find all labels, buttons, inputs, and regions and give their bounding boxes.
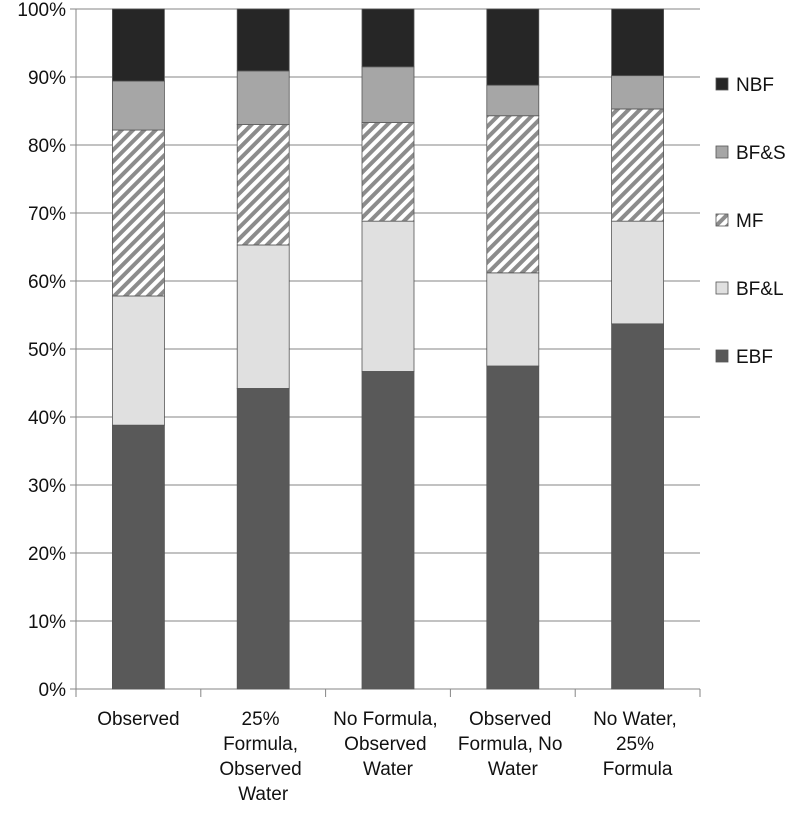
y-tick-label: 10% — [28, 612, 66, 633]
bar-segment — [611, 108, 664, 222]
y-tick-label: 40% — [28, 408, 66, 429]
bar-segment — [112, 129, 165, 297]
bar-segment — [486, 365, 540, 690]
x-tick-label: No Formula, Observed Water — [333, 709, 443, 780]
y-tick-label: 100% — [17, 0, 66, 21]
y-tick-label: 90% — [28, 68, 66, 89]
bar-segment — [112, 295, 165, 426]
bar-segment — [486, 84, 540, 117]
bar-segment — [236, 124, 290, 246]
y-tick-label: 0% — [39, 680, 67, 701]
legend-swatch — [715, 349, 729, 363]
bar-segment — [361, 122, 415, 222]
bar-segment — [361, 8, 415, 68]
y-tick-label: 30% — [28, 476, 66, 497]
bar-segment — [486, 115, 540, 274]
y-tick-label: 50% — [28, 340, 66, 361]
y-tick-label: 20% — [28, 544, 66, 565]
legend-label: NBF — [736, 75, 774, 96]
bar-segment — [236, 8, 290, 72]
x-tick-label: 25% Formula, Observed Water — [219, 709, 307, 805]
legend-swatch — [715, 213, 729, 227]
bar-segment — [236, 70, 290, 125]
legend-swatch — [715, 281, 729, 295]
bar-segment — [361, 66, 415, 123]
bar-segment — [112, 8, 165, 82]
y-tick-label: 70% — [28, 204, 66, 225]
bar-segment — [112, 424, 165, 690]
bar-segment — [611, 220, 664, 325]
bar-segment — [486, 272, 540, 367]
bar-segment — [361, 220, 415, 372]
legend-label: BF&S — [736, 143, 786, 164]
y-tick-label: 60% — [28, 272, 66, 293]
x-tick-label: Observed Formula, No Water — [458, 709, 568, 780]
bar-segment — [486, 8, 540, 86]
legend-label: MF — [736, 211, 763, 232]
legend-swatch — [715, 145, 729, 159]
x-tick-label: Observed — [97, 709, 179, 730]
bar-segment — [361, 371, 415, 690]
bar-segment — [611, 8, 664, 77]
legend-swatch — [715, 77, 729, 91]
bar-segment — [236, 388, 290, 690]
bar-segment — [611, 323, 664, 690]
bar-segment — [112, 80, 165, 131]
y-tick-label: 80% — [28, 136, 66, 157]
x-tick-label: No Water, 25% Formula — [593, 709, 682, 780]
bar-segment — [236, 244, 290, 389]
legend-label: BF&L — [736, 279, 784, 300]
legend-label: EBF — [736, 347, 773, 368]
bar-segment — [611, 75, 664, 110]
